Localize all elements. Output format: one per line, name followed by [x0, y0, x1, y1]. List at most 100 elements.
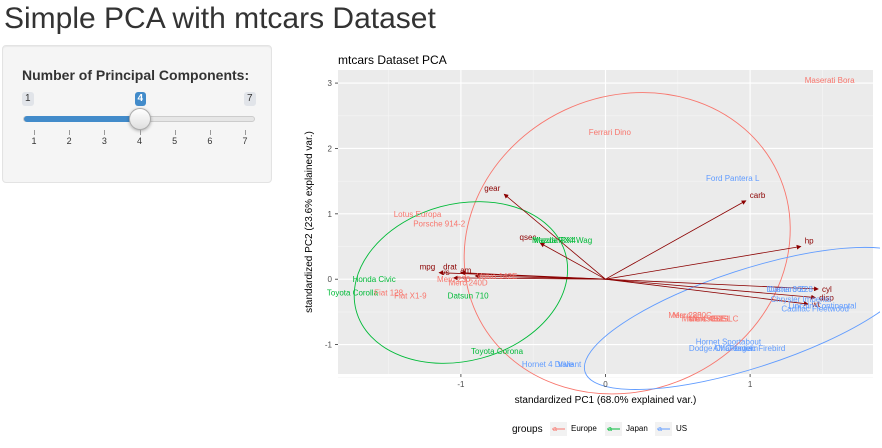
- x-tick-label: -1: [457, 380, 465, 389]
- slider-label: Number of Principal Components:: [22, 67, 250, 83]
- car-label: Merc 450SLC: [689, 314, 738, 323]
- car-label: Maserati Bora: [805, 76, 855, 85]
- car-label: Ferrari Dino: [589, 128, 632, 137]
- car-label: Datsun 710: [448, 292, 489, 301]
- slider-tick-label: 3: [101, 136, 107, 146]
- car-label: Toyota Corolla: [327, 288, 379, 297]
- car-label: Lotus Europa: [394, 210, 442, 219]
- slider-tick-label: 2: [66, 136, 72, 146]
- sidebar-panel: Number of Principal Components: 1 7 4 1 2…: [2, 45, 272, 183]
- slider-tick-mark: [209, 130, 211, 135]
- arrow-vs: [452, 275, 606, 281]
- arrow-cyl: [605, 278, 819, 292]
- car-label: Ford Pantera L: [706, 174, 760, 183]
- legend-entry-label: Europe: [571, 424, 597, 433]
- car-label: Mazda RX4: [534, 236, 576, 245]
- y-axis-label: standardized PC2 (23.6% explained var.): [304, 131, 315, 313]
- slider-tick-label: 7: [242, 136, 248, 146]
- legend-entry-label: US: [676, 424, 687, 433]
- arrow-disp: [605, 278, 816, 300]
- car-label: Merc 280: [668, 311, 702, 320]
- slider-tick-label: 5: [172, 136, 178, 146]
- ellipse-japan: [353, 201, 569, 364]
- slider-tick-mark: [174, 130, 176, 135]
- arrow-label: qsec: [520, 233, 537, 242]
- arrow-label: hp: [805, 237, 814, 246]
- car-label: Lincoln Continental: [788, 301, 856, 310]
- arrow-label: gear: [484, 184, 500, 193]
- legend-key-glyph: a: [553, 426, 557, 433]
- slider-min-label: 1: [22, 92, 34, 106]
- car-label: Dodge Challenger: [689, 344, 754, 353]
- arrow-qsec: [539, 242, 606, 280]
- slider-tick-label: 6: [207, 136, 213, 146]
- car-label: Porsche 914-2: [413, 220, 466, 229]
- group-ellipses: [353, 92, 880, 395]
- car-label: AMC Javelin: [713, 344, 758, 353]
- ellipse-us: [583, 246, 880, 390]
- car-label: Hornet Sportabout: [696, 337, 762, 346]
- car-label: Merc 230: [437, 275, 471, 284]
- x-tick-label: 1: [748, 380, 753, 389]
- car-label: Honda Civic: [353, 275, 396, 284]
- y-tick-label: 3: [328, 79, 333, 88]
- arrow-wt: [605, 278, 809, 306]
- car-label: Merc 450SE: [682, 314, 726, 323]
- arrow-hp: [605, 244, 802, 280]
- slider-tick-label: 4: [136, 136, 142, 146]
- car-label: Merc 240D: [449, 278, 488, 287]
- y-tick-label: 2: [328, 144, 333, 153]
- car-label: Duster 360: [767, 285, 807, 294]
- car-label: Pontiac Firebird: [729, 344, 785, 353]
- car-label: Fiat 128: [374, 288, 403, 297]
- car-label: Fiat X1-9: [394, 292, 427, 301]
- car-label: Hornet 4 Drive: [522, 360, 574, 369]
- y-tick-label: -1: [325, 341, 333, 350]
- car-label: Merc 280C: [673, 311, 712, 320]
- legend: groups a Europe a Japan a US: [512, 422, 687, 436]
- slider-tick-mark: [245, 130, 246, 135]
- slider-handle[interactable]: [128, 108, 151, 130]
- legend-key-glyph: a: [658, 426, 662, 433]
- x-tick-label: 0: [603, 380, 608, 389]
- ellipse-europe: [463, 92, 791, 395]
- y-tick-label: 0: [328, 275, 333, 284]
- arrow-gear: [503, 193, 606, 280]
- car-label: Merc 450SL: [688, 314, 732, 323]
- arrow-mpg: [438, 270, 606, 280]
- car-label: Camaro Z28: [768, 285, 813, 294]
- slider-tick-label: 1: [31, 136, 37, 146]
- arrow-label: am: [460, 266, 471, 275]
- slider-bar: [24, 116, 141, 122]
- slider-tick-mark: [34, 130, 35, 135]
- car-labels: Maserati Bora Ferrari Dino Ford Pantera L L…: [327, 76, 857, 369]
- arrow-label: wt: [811, 300, 821, 309]
- car-label: Toyota Corona: [471, 347, 524, 356]
- legend-key-glyph: a: [608, 426, 612, 433]
- legend-entry-label: Japan: [626, 424, 648, 433]
- arrow-label: drat: [443, 263, 458, 272]
- slider-current-value: 4: [134, 92, 147, 106]
- legend-title: groups: [512, 424, 543, 435]
- arrow-label: mpg: [420, 263, 436, 272]
- car-label: Cadillac Fleetwood: [781, 305, 849, 314]
- arrow-label: vs: [442, 268, 450, 277]
- slider-max-label: 7: [244, 92, 256, 106]
- arrow-carb: [605, 200, 747, 280]
- slider-tick-mark: [139, 130, 141, 135]
- arrow-label: disp: [819, 294, 834, 303]
- arrow-label: carb: [750, 191, 766, 200]
- car-label: Chrysler Imperial: [770, 295, 831, 304]
- car-label: Valiant: [557, 360, 582, 369]
- page-title: Simple PCA with mtcars Dataset: [4, 2, 436, 35]
- car-label: Mazda RX4 Wag: [532, 236, 592, 245]
- slider-tick-mark: [69, 130, 71, 135]
- arrow-label: cyl: [822, 285, 832, 294]
- chart-title: mtcars Dataset PCA: [338, 53, 447, 67]
- y-tick-label: 1: [328, 210, 333, 219]
- x-axis-label: standardized PC1 (68.0% explained var.): [515, 395, 697, 406]
- axis-ticks: -1 0 1 -1 0 1 2 3: [325, 79, 753, 389]
- car-label: Volvo 142E: [477, 272, 517, 281]
